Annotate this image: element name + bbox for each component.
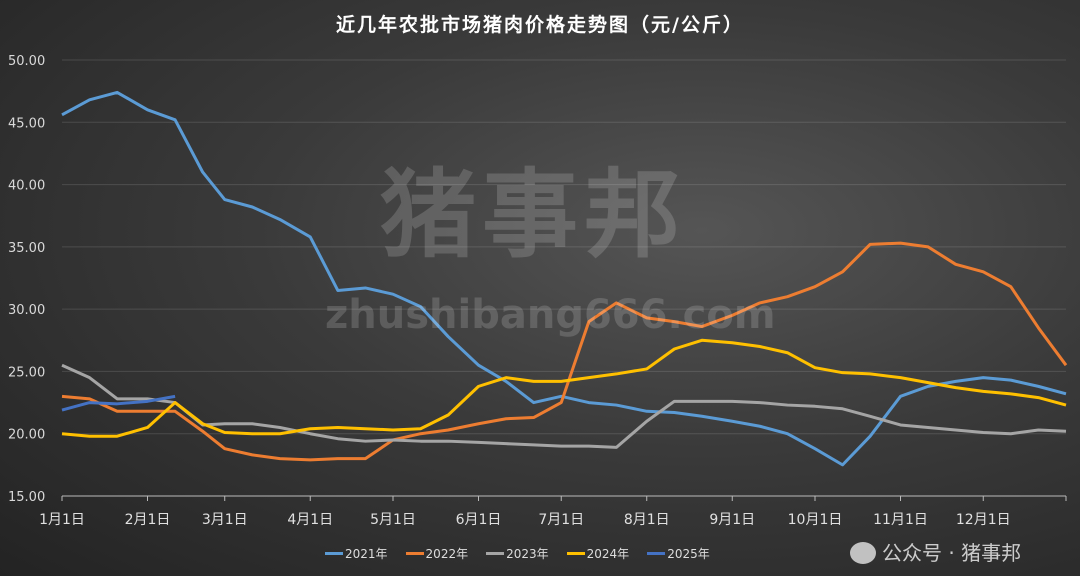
x-tick-label: 12月1日	[956, 512, 1011, 528]
legend: 2021年 2022年 2023年 2024年 2025年	[325, 545, 710, 562]
y-tick-label: 45.00	[8, 116, 45, 131]
x-tick-label: 8月1日	[624, 512, 670, 528]
x-tick-label: 2月1日	[125, 512, 171, 528]
x-tick-label: 9月1日	[709, 512, 755, 528]
legend-item: 2021年	[325, 545, 388, 562]
legend-swatch	[566, 552, 585, 555]
legend-swatch	[486, 552, 505, 555]
legend-label: 2022年	[425, 547, 469, 561]
series-line-2023年	[61, 363, 1067, 449]
legend-item: 2022年	[405, 545, 469, 562]
legend-item: 2024年	[566, 545, 630, 562]
y-tick-label: 15.00	[8, 490, 45, 505]
watermark-logo: 猪事邦	[380, 159, 686, 271]
x-tick-label: 5月1日	[370, 512, 416, 528]
y-tick-label: 25.00	[8, 365, 45, 380]
wechat-icon	[850, 542, 876, 564]
y-tick-label: 40.00	[8, 179, 45, 194]
watermark-url: zhushibang666.com	[325, 292, 776, 338]
x-tick-label: 7月1日	[538, 512, 584, 528]
legend-item: 2023年	[486, 545, 549, 562]
x-tick-label: 1月1日	[39, 512, 85, 528]
x-tick-label: 10月1日	[788, 512, 843, 528]
y-tick-label: 20.00	[8, 428, 45, 443]
legend-item: 2025年	[647, 545, 710, 562]
legend-swatch	[647, 552, 666, 555]
legend-swatch	[405, 552, 424, 555]
x-tick-label: 4月1日	[287, 512, 333, 528]
x-tick-label: 3月1日	[202, 512, 248, 528]
y-tick-label: 35.00	[8, 241, 45, 256]
y-tick-label: 50.00	[8, 54, 45, 69]
y-tick-label: 30.00	[8, 303, 45, 318]
legend-swatch	[325, 552, 343, 555]
legend-label: 2021年	[345, 547, 388, 561]
series-line-2021年	[61, 90, 1067, 467]
x-tick-label: 11月1日	[873, 512, 928, 528]
wechat-account-label: 公众号 · 猪事邦	[882, 541, 1022, 565]
legend-label: 2024年	[586, 547, 630, 561]
chart-title: 近几年农批市场猪肉价格走势图（元/公斤）	[336, 14, 744, 36]
legend-label: 2025年	[667, 547, 710, 561]
wechat-watermark: 公众号 · 猪事邦	[850, 540, 1021, 566]
x-tick-label: 6月1日	[456, 512, 502, 528]
series-line-2024年	[61, 338, 1067, 438]
legend-label: 2023年	[506, 547, 549, 561]
